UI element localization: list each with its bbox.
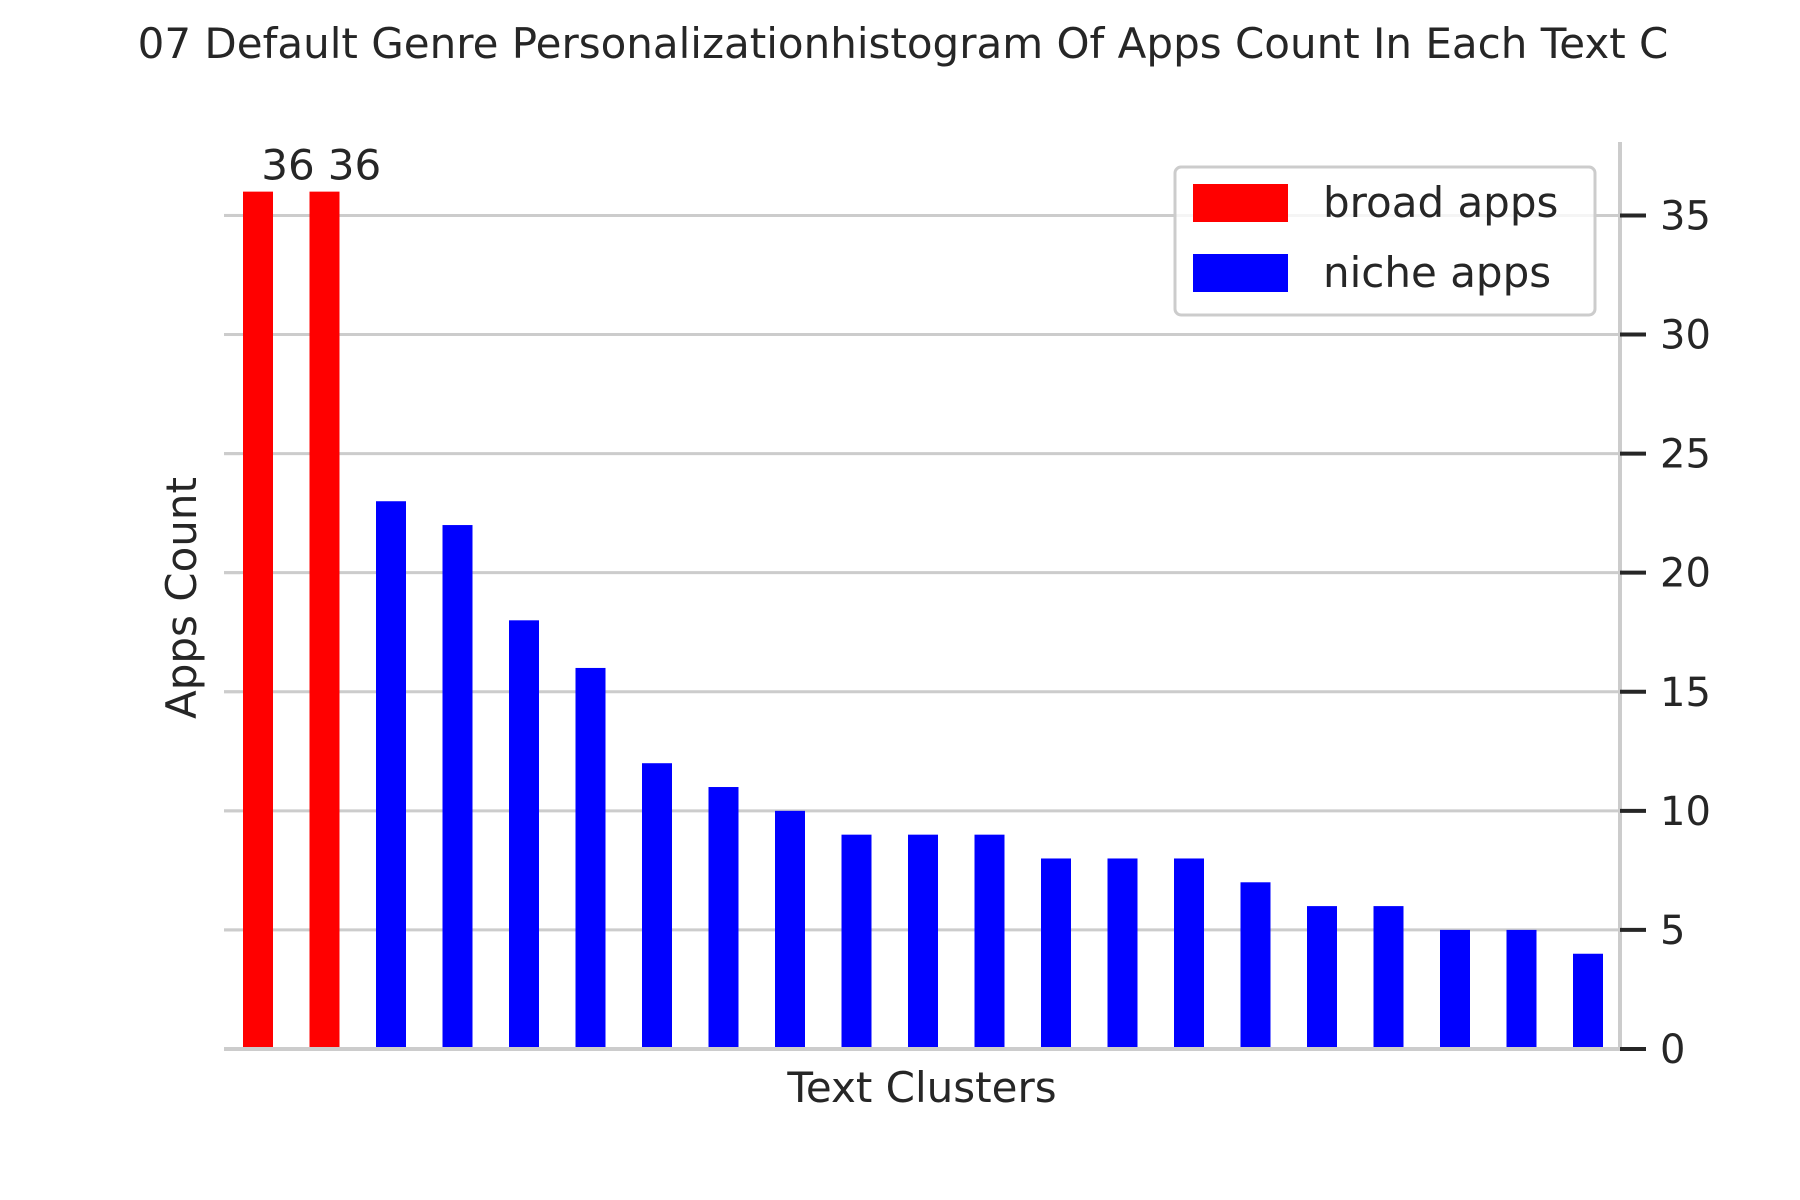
bar <box>775 810 805 1049</box>
bar <box>1107 858 1138 1049</box>
axes <box>224 142 1622 1051</box>
bar-value-label: 36 <box>261 141 314 190</box>
legend-swatch <box>1193 184 1288 222</box>
bar <box>841 834 872 1049</box>
x-axis-label: Text Clusters <box>786 1063 1056 1112</box>
bar <box>1573 953 1603 1049</box>
bar <box>908 834 938 1049</box>
bar <box>974 834 1005 1049</box>
y-tick-label: 25 <box>1660 432 1711 478</box>
y-axis-label: Apps Count <box>157 477 206 719</box>
y-tick-label: 15 <box>1660 670 1711 716</box>
legend-label: niche apps <box>1323 248 1551 297</box>
y-tick-label: 30 <box>1660 313 1711 359</box>
y-tick-label: 20 <box>1660 551 1711 597</box>
bar <box>1440 929 1470 1049</box>
bar <box>1373 906 1404 1049</box>
bar <box>376 501 406 1050</box>
bars <box>243 191 1603 1050</box>
y-tick-label: 5 <box>1660 908 1685 954</box>
bar <box>1240 882 1271 1049</box>
legend: broad apps niche apps <box>1173 165 1597 317</box>
legend-swatch <box>1193 254 1288 292</box>
bar-value-label: 36 <box>328 141 381 190</box>
bar <box>1307 906 1337 1049</box>
y-tick-label: 0 <box>1660 1027 1685 1073</box>
bar <box>642 763 672 1049</box>
y-ticks: 0 5 10 15 20 25 30 35 <box>224 193 1711 1073</box>
bar <box>309 191 340 1049</box>
bar <box>1506 929 1537 1049</box>
grid-lines <box>224 213 1620 932</box>
bar <box>575 667 606 1049</box>
y-tick-label: 35 <box>1660 193 1711 239</box>
data-labels: 36 36 <box>261 141 381 190</box>
bar <box>243 191 273 1049</box>
bar <box>708 787 739 1049</box>
chart-title: 07 Default Genre Personalizationhistogra… <box>138 19 1669 68</box>
bar <box>442 525 473 1049</box>
bar <box>1174 858 1204 1049</box>
bar <box>509 620 539 1049</box>
legend-label: broad apps <box>1323 178 1558 227</box>
y-tick-label: 10 <box>1660 789 1711 835</box>
bar <box>1041 858 1071 1049</box>
